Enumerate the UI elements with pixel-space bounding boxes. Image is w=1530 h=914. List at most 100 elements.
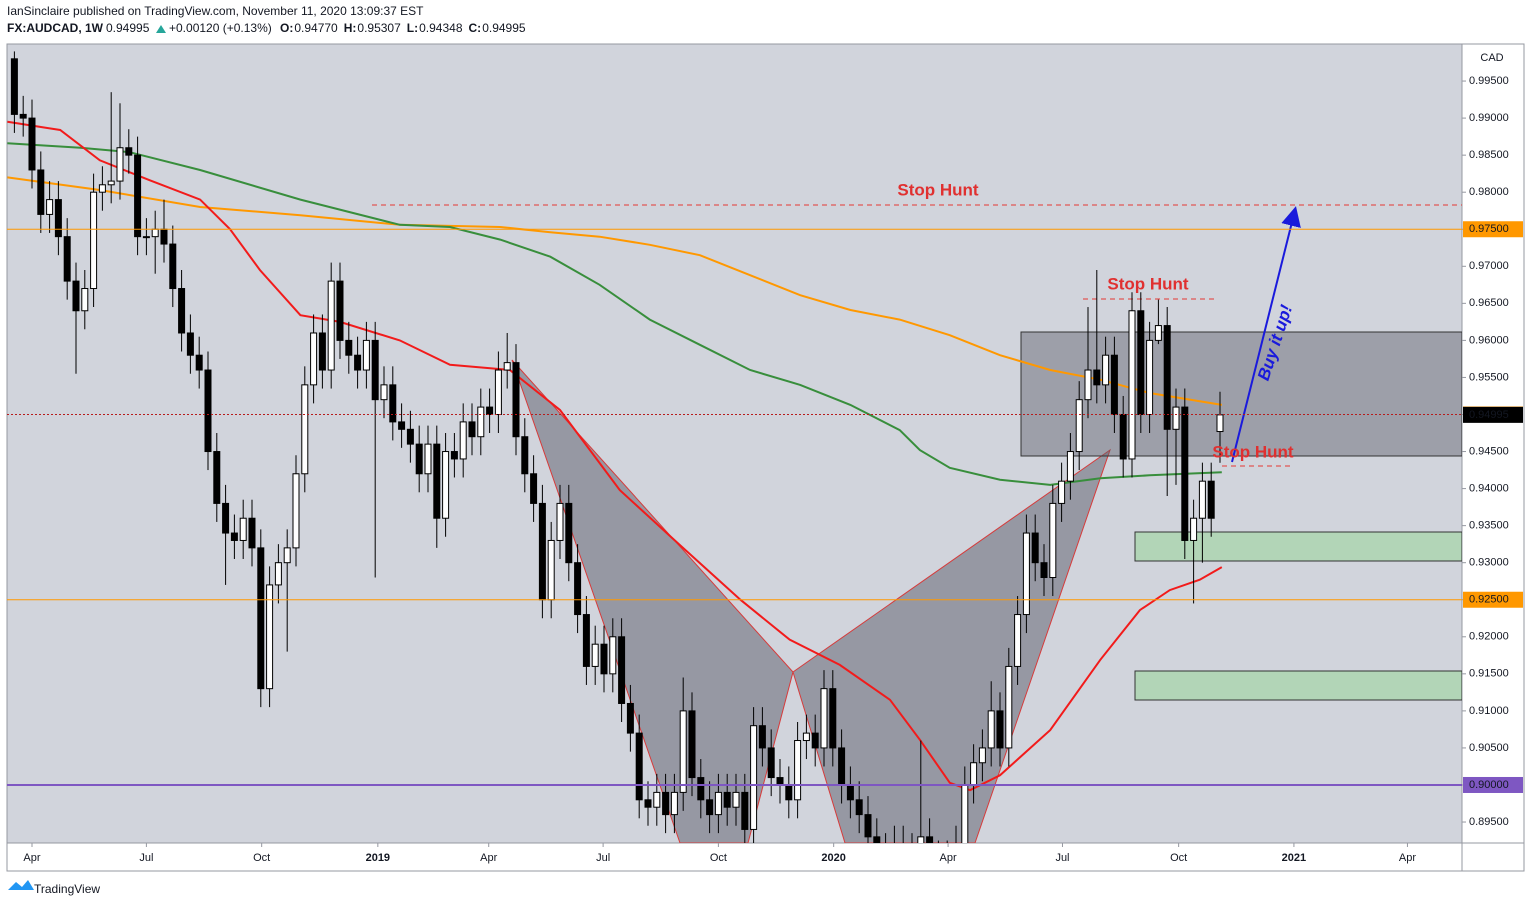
x-tick-label: 2020 — [821, 852, 845, 864]
x-tick-label: Apr — [1399, 852, 1416, 864]
candle-body — [380, 384, 388, 401]
y-tick-label: 0.90500 — [1469, 742, 1509, 754]
candle-body — [1031, 532, 1039, 564]
demand-box — [1134, 531, 1462, 562]
candle-body — [1102, 354, 1110, 386]
level-label: 0.97500 — [1469, 223, 1509, 235]
y-tick-label: 0.91500 — [1469, 668, 1509, 680]
ohlc-value: 0.94995 — [482, 21, 526, 35]
annotation: Stop Hunt — [1107, 274, 1189, 293]
candle-body — [1110, 354, 1118, 415]
x-tick-label: Jul — [139, 852, 153, 864]
candle-body — [776, 777, 784, 786]
x-tick-label: Jul — [596, 852, 610, 864]
candle-body — [829, 688, 837, 749]
candle-body — [266, 584, 274, 690]
candle-body — [142, 236, 150, 239]
symbol: FX:AUDCAD, 1W — [7, 21, 104, 35]
candle-body — [864, 814, 872, 838]
candle-body — [503, 362, 511, 371]
candle-body — [442, 451, 450, 519]
candle-body — [1049, 502, 1057, 579]
ohlc-label: C: — [469, 21, 482, 35]
candle-body — [415, 443, 423, 475]
candle-body — [1022, 532, 1030, 616]
candle-body — [459, 421, 467, 460]
candle-body — [794, 740, 802, 801]
candle-body — [618, 636, 626, 704]
y-tick-label: 0.93500 — [1469, 520, 1509, 532]
candle-body — [54, 199, 62, 238]
y-tick-label: 0.94500 — [1469, 445, 1509, 457]
candle-body — [626, 702, 634, 734]
x-tick-label: Apr — [480, 852, 497, 864]
candle-body — [406, 428, 414, 445]
ohlc-value: 0.94770 — [294, 21, 338, 35]
candle-body — [987, 710, 995, 749]
candle-body — [1084, 369, 1092, 401]
candle-body — [327, 280, 335, 371]
candle-body — [714, 791, 722, 816]
moving-average — [7, 142, 1222, 486]
candle-body — [1181, 406, 1189, 541]
x-tick-label: Oct — [1170, 852, 1187, 864]
currency: CAD — [1480, 52, 1503, 64]
candle-body — [767, 747, 775, 779]
candle-body — [873, 836, 881, 843]
annotation: Stop Hunt — [897, 180, 979, 199]
candle-body — [644, 799, 652, 808]
y-tick-label: 0.89500 — [1469, 816, 1509, 828]
candle-body — [662, 791, 670, 816]
candle-body — [600, 643, 608, 675]
level-label: 0.90000 — [1469, 779, 1509, 791]
candle-body — [28, 117, 36, 171]
candle-body — [1093, 369, 1101, 386]
candle-body — [785, 784, 793, 801]
candle-body — [239, 517, 247, 541]
ohlc-value: 0.95307 — [357, 21, 401, 35]
candle-body — [1014, 614, 1022, 667]
y-tick-label: 0.99500 — [1469, 75, 1509, 87]
candle-body — [398, 421, 406, 430]
candle-body — [389, 384, 397, 423]
marks — [7, 51, 1224, 843]
candle-body — [450, 451, 458, 460]
candle-body — [345, 339, 353, 356]
candle-body — [98, 184, 106, 193]
candle-body — [565, 502, 573, 564]
candle-body — [125, 147, 133, 156]
y-tick-label: 0.99000 — [1469, 112, 1509, 124]
ohlc-value: 0.94348 — [419, 21, 463, 35]
candle-body — [1066, 451, 1074, 482]
candle-body — [1119, 413, 1127, 460]
ohlc-label: O: — [280, 21, 293, 35]
candle-body — [81, 288, 89, 312]
candle-body — [1146, 339, 1154, 415]
candle-body — [178, 288, 186, 334]
y-tick-label: 0.93000 — [1469, 557, 1509, 569]
candle-body — [134, 154, 142, 238]
candle-body — [732, 791, 740, 808]
candle-body — [978, 747, 986, 764]
frame — [6, 43, 1525, 872]
last-price-box — [1463, 406, 1523, 423]
candle-body — [90, 191, 98, 290]
candle-body — [37, 169, 45, 215]
candle-body — [19, 113, 27, 119]
candle-body — [46, 199, 54, 215]
candle-body — [706, 799, 714, 816]
candle-body — [530, 473, 538, 504]
level-label: 0.92500 — [1469, 594, 1509, 606]
drawings — [372, 204, 1462, 843]
candle-body — [820, 688, 828, 749]
candle-body — [160, 228, 168, 245]
publisher: IanSinclaire published on TradingView.co… — [7, 4, 424, 18]
y-tick-label: 0.96000 — [1469, 334, 1509, 346]
candle-body — [1207, 480, 1215, 519]
y-tick-label: 0.97000 — [1469, 260, 1509, 272]
candle-body — [1040, 562, 1048, 579]
x-tick-label: Apr — [940, 852, 957, 864]
y-tick-label: 0.92000 — [1469, 631, 1509, 643]
